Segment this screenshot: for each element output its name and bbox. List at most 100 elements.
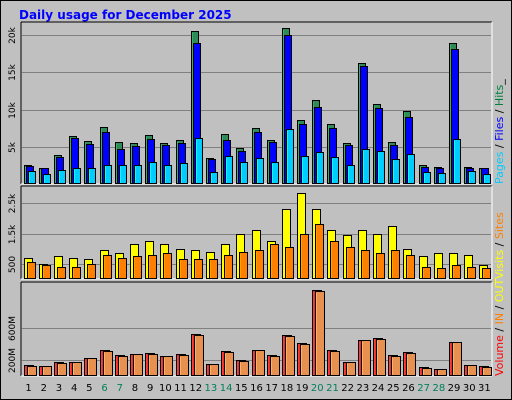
- bar-pages-day-12: [195, 138, 203, 184]
- bar-sites-day-6: [103, 255, 112, 279]
- bar-sites-day-1: [27, 262, 36, 279]
- bar-sites-day-25: [391, 250, 400, 279]
- bar-in-day-12: [194, 335, 204, 376]
- bar-pages-day-4: [73, 168, 81, 184]
- bar-sites-day-14: [224, 255, 233, 279]
- y-tick-label: 1.5k: [8, 224, 18, 244]
- bar-pages-day-19: [301, 156, 309, 184]
- panel-volume: 200M 600M Volume / IN / OUT: [8, 278, 506, 377]
- bar-in-day-15: [239, 361, 249, 376]
- bar-sites-day-18: [285, 247, 294, 279]
- bar-pages-day-11: [180, 163, 188, 184]
- bar-in-day-27: [422, 368, 432, 376]
- x-tick-label-day-14: 14: [220, 383, 233, 394]
- bar-sites-day-20: [315, 224, 324, 279]
- legend-item: Visits: [493, 250, 506, 279]
- bar-in-day-29: [452, 342, 462, 376]
- x-tick-label-day-23: 23: [356, 383, 369, 394]
- y-tick-label: 600M: [8, 316, 18, 341]
- bar-in-day-3: [57, 363, 67, 376]
- bar-in-day-19: [300, 344, 310, 376]
- chart-title: Daily usage for December 2025: [19, 8, 232, 22]
- bar-in-day-23: [361, 340, 371, 376]
- x-axis-labels: 1 2 3 4 5 6 7 8 9 10 11 12 13 14 15 16 17 18 19 20 21 22 23 24 2…: [25, 383, 490, 394]
- bar-pages-day-21: [331, 157, 339, 184]
- x-tick-label-day-17: 17: [265, 383, 278, 394]
- bar-sites-day-19: [300, 234, 309, 279]
- bar-pages-day-29: [453, 139, 461, 184]
- x-tick-label-day-8: 8: [132, 383, 138, 394]
- bar-in-day-17: [270, 356, 280, 376]
- legend-item: Sites: [493, 212, 506, 239]
- x-tick-label-day-15: 15: [235, 383, 248, 394]
- legend-item: /: [493, 106, 506, 117]
- bar-pages-day-16: [256, 158, 264, 184]
- legend-item: Files: [493, 117, 506, 141]
- bar-sites-day-24: [376, 253, 385, 279]
- legend-volume: Volume / IN / OUT: [493, 278, 506, 376]
- legend-item: Volume: [493, 335, 506, 376]
- bar-sites-day-10: [163, 253, 172, 279]
- bar-in-day-1: [27, 366, 37, 376]
- bar-pages-day-15: [240, 162, 248, 184]
- bar-in-day-21: [330, 351, 340, 376]
- bar-pages-day-24: [377, 151, 385, 184]
- x-tick-label-day-7: 7: [117, 383, 123, 394]
- bar-pages-day-7: [119, 165, 127, 184]
- bar-in-day-18: [285, 336, 295, 376]
- y-tick-label: 15k: [8, 63, 18, 80]
- bar-sites-day-2: [42, 265, 51, 279]
- bar-pages-day-10: [164, 165, 172, 184]
- bar-pages-day-18: [286, 129, 294, 184]
- bar-sites-day-29: [452, 265, 461, 279]
- y-tick-label: 10k: [8, 101, 18, 118]
- bar-pages-day-3: [58, 170, 66, 184]
- bar-sites-day-28: [437, 268, 446, 279]
- bar-pages-day-2: [43, 174, 51, 184]
- x-tick-label-day-22: 22: [341, 383, 354, 394]
- x-tick-label-day-31: 31: [478, 383, 491, 394]
- bar-sites-day-9: [148, 255, 157, 279]
- x-tick-label-day-13: 13: [205, 383, 218, 394]
- x-tick-label-day-12: 12: [189, 383, 202, 394]
- x-tick-label-day-11: 11: [174, 383, 187, 394]
- bar-in-day-14: [224, 352, 234, 376]
- bar-pages-day-5: [88, 168, 96, 184]
- legend-visits-sites: Visits / Sites: [493, 212, 506, 279]
- bar-pages-day-6: [104, 165, 112, 184]
- legend-item: /: [493, 324, 506, 335]
- bar-in-day-31: [482, 367, 492, 376]
- legend-item: Hits: [493, 84, 506, 106]
- x-tick-label-day-3: 3: [56, 383, 62, 394]
- bar-pages-day-14: [225, 156, 233, 184]
- bar-pages-day-20: [316, 152, 324, 184]
- bar-in-day-24: [376, 339, 386, 376]
- bar-in-day-22: [346, 362, 356, 376]
- x-tick-label-day-26: 26: [402, 383, 415, 394]
- panel-visits-sites: 500 1.5k 2.5k Visits / Sites: [8, 185, 506, 280]
- bar-in-day-5: [87, 358, 97, 376]
- bar-sites-day-3: [57, 267, 66, 279]
- bar-pages-day-27: [423, 172, 431, 184]
- y-tick-label: 5k: [8, 141, 18, 153]
- x-tick-label-day-9: 9: [147, 383, 153, 394]
- bar-sites-day-8: [133, 256, 142, 279]
- x-tick-label-day-10: 10: [159, 383, 172, 394]
- legend-item: IN: [493, 313, 506, 324]
- legend-item: _: [493, 79, 506, 86]
- bar-in-day-30: [467, 365, 477, 376]
- bar-pages-day-22: [347, 165, 355, 184]
- bar-sites-day-23: [361, 250, 370, 279]
- legend-item: /: [493, 141, 506, 152]
- x-tick-label-day-6: 6: [101, 383, 107, 394]
- bar-pages-day-17: [271, 162, 279, 184]
- x-tick-label-day-27: 27: [417, 383, 430, 394]
- y-tick-label: 500: [8, 256, 18, 273]
- x-tick-label-day-28: 28: [432, 383, 445, 394]
- x-tick-label-day-30: 30: [463, 383, 476, 394]
- bar-in-day-7: [118, 356, 128, 376]
- bar-pages-day-13: [210, 172, 218, 184]
- bar-in-day-8: [133, 354, 143, 376]
